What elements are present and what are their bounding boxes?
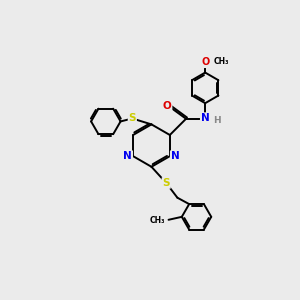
Text: N: N	[201, 113, 209, 123]
Text: CH₃: CH₃	[150, 216, 166, 225]
Text: O: O	[201, 57, 209, 67]
Text: O: O	[163, 101, 172, 111]
Text: H: H	[213, 116, 221, 125]
Text: CH₃: CH₃	[213, 57, 229, 66]
Text: N: N	[123, 151, 132, 161]
Text: S: S	[129, 113, 136, 124]
Text: S: S	[162, 178, 170, 188]
Text: N: N	[171, 151, 179, 161]
